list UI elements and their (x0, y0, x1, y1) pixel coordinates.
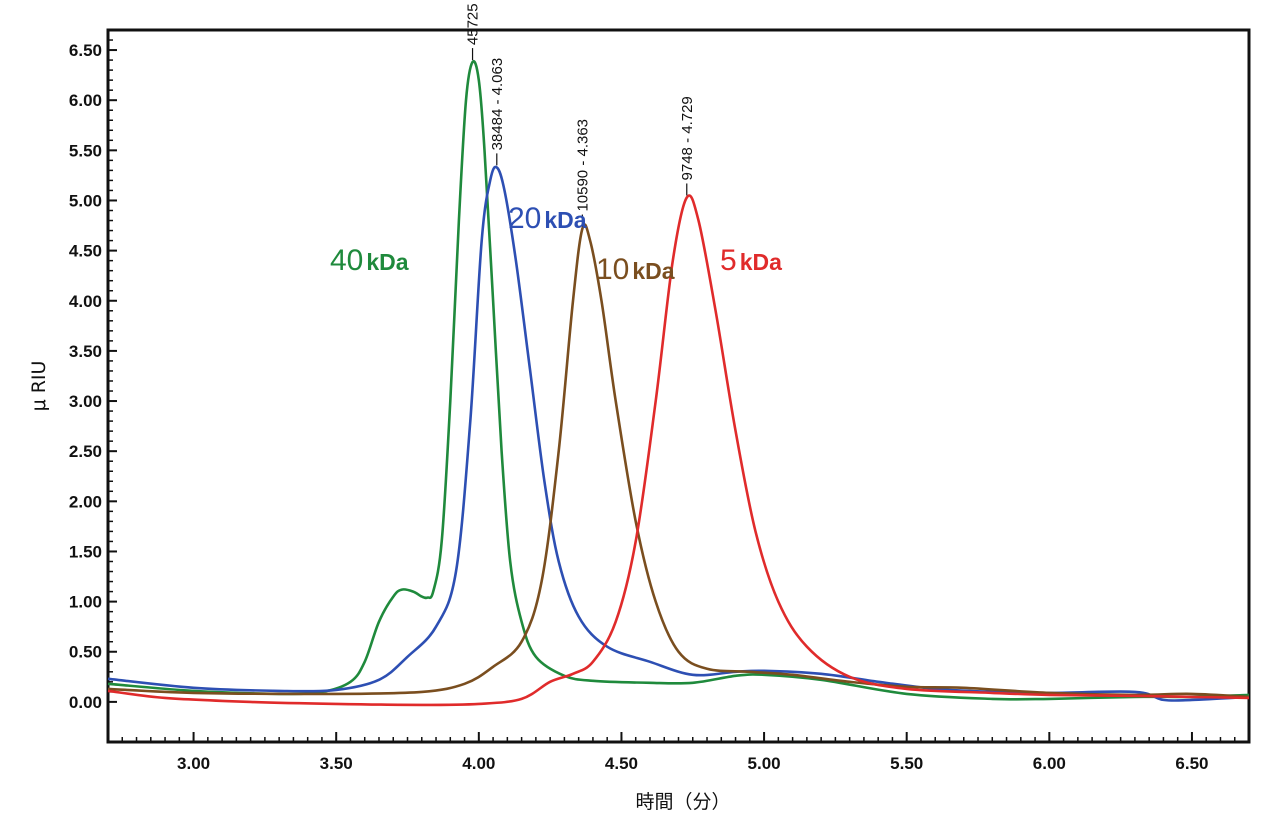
y-tick-label-1-00: 1.00 (69, 593, 102, 612)
series-label-40kDa: 40 kDa (330, 244, 409, 277)
series-layer (107, 59, 1250, 707)
peak-label-45725-3-978: 45725 - 3.978 (465, 0, 482, 45)
y-tick-label-4-00: 4.00 (69, 292, 102, 311)
y-tick-label-5-00: 5.00 (69, 191, 102, 210)
y-tick-label-6-50: 6.50 (69, 41, 102, 60)
series-20kDa-line (107, 165, 1250, 702)
x-tick-label-6-00: 6.00 (1033, 754, 1066, 773)
y-tick-label-1-50: 1.50 (69, 542, 102, 561)
series-label-20kDa: 20 kDa (508, 202, 587, 235)
series-5kDa-line (107, 194, 1250, 707)
y-tick-label-5-50: 5.50 (69, 141, 102, 160)
peak-label-38484-4-063: 38484 - 4.063 (489, 58, 506, 151)
peak-label-9748-4-729: 9748 - 4.729 (679, 96, 696, 180)
y-tick-label-3-50: 3.50 (69, 342, 102, 361)
x-tick-label-4-00: 4.00 (462, 754, 495, 773)
y-tick-label-4-50: 4.50 (69, 242, 102, 261)
x-axis-title: 時間（分） (635, 791, 730, 813)
series-40kDa-line (107, 59, 1250, 701)
x-tick-label-4-50: 4.50 (605, 754, 638, 773)
y-tick-label-2-50: 2.50 (69, 442, 102, 461)
x-tick-label-5-50: 5.50 (890, 754, 923, 773)
y-tick-label-6-00: 6.00 (69, 91, 102, 110)
series-label-5kDa: 5 kDa (720, 244, 782, 277)
y-tick-label-3-00: 3.00 (69, 392, 102, 411)
x-tick-label-6-50: 6.50 (1175, 754, 1208, 773)
x-axis: 3.00 3.50 4.00 4.50 5.00 5.50 6.00 6.50 (107, 732, 1250, 773)
series-labels: 40 kDa 20 kDa 10 kDa 5 kDa (330, 202, 782, 286)
series-10kDa-line (107, 223, 1250, 699)
x-tick-label-5-00: 5.00 (748, 754, 781, 773)
y-tick-label-2-00: 2.00 (69, 492, 102, 511)
y-tick-label-0-00: 0.00 (69, 693, 102, 712)
x-tick-label-3-00: 3.00 (177, 754, 210, 773)
peak-label-10590-4-363: 10590 - 4.363 (574, 119, 591, 212)
y-axis: 0.00 0.50 1.00 1.50 2.00 2.50 3.00 3.50 4.00 4.50… (69, 29, 117, 712)
y-tick-label-0-50: 0.50 (69, 643, 102, 662)
peak-annotations: 45725 - 3.978 38484 - 4.063 10590 - 4.363 9… (465, 0, 696, 227)
y-axis-title: μ RIU (28, 361, 50, 412)
series-label-10kDa: 10 kDa (596, 253, 675, 286)
x-tick-label-3-50: 3.50 (320, 754, 353, 773)
